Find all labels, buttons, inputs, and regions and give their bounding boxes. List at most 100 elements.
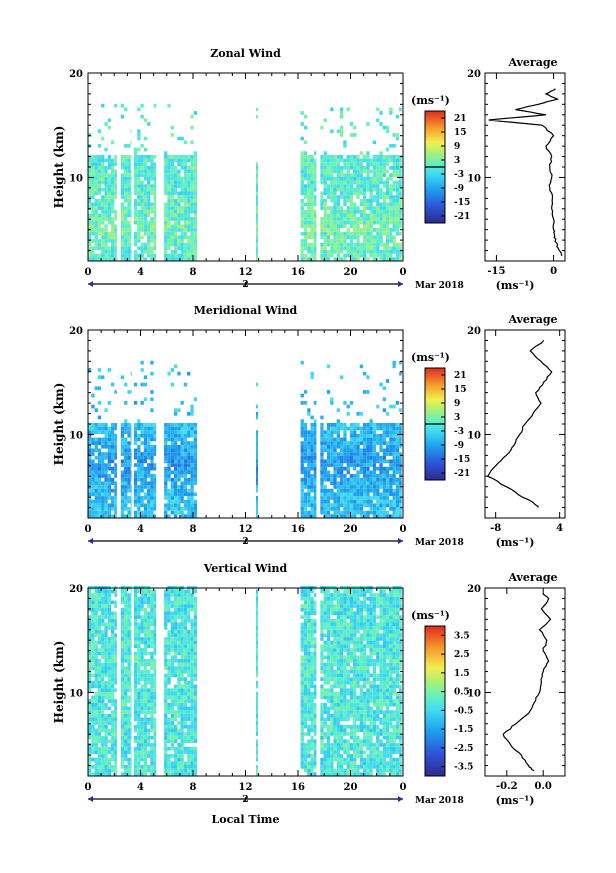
heatmap-cell [323, 169, 327, 174]
heatmap-cell [183, 492, 188, 497]
heatmap-cell [97, 239, 102, 243]
heatmap-cell [101, 246, 105, 251]
heatmap-cell [256, 206, 258, 210]
heatmap-cell [372, 481, 377, 486]
heatmap-cell [389, 231, 393, 236]
heatmap-cell [88, 655, 92, 660]
heatmap-cell [114, 604, 117, 608]
heatmap-cell [150, 485, 154, 489]
heatmap-cell [379, 228, 383, 232]
heatmap-cell [120, 463, 125, 467]
heatmap-cell [395, 209, 400, 214]
heatmap-cell [127, 659, 131, 663]
heatmap-cell [183, 507, 188, 511]
heatmap-cell [143, 228, 148, 232]
heatmap-cell [94, 173, 98, 177]
heatmap-cell [137, 626, 141, 630]
heatmap-cell [190, 195, 194, 199]
heatmap-cell [111, 637, 115, 641]
heatmap-cell [101, 250, 105, 254]
heatmap-cell [346, 220, 350, 225]
heatmap-cell [170, 191, 174, 196]
heatmap-cell [382, 213, 386, 218]
heatmap-cell [170, 507, 174, 511]
heatmap-cell [389, 477, 393, 482]
heatmap-cell [130, 371, 132, 376]
heatmap-cell [111, 702, 115, 707]
heatmap-cell [153, 155, 157, 159]
heatmap-cell [140, 202, 144, 207]
heatmap-cell [124, 772, 128, 776]
heatmap-cell [180, 217, 184, 221]
heatmap-cell [363, 444, 367, 449]
heatmap-cell [174, 433, 178, 438]
heatmap-cell [170, 426, 174, 431]
heatmap-cell [140, 651, 144, 656]
heatmap-cell [183, 250, 188, 254]
heatmap-cell [130, 699, 132, 703]
heatmap-cell [130, 162, 132, 166]
heatmap-cell [143, 187, 148, 192]
heatmap-cell [130, 246, 132, 251]
heatmap-cell [174, 235, 178, 240]
heatmap-cell [180, 514, 184, 518]
heatmap-cell [140, 158, 144, 163]
heatmap-cell [127, 626, 131, 630]
heatmap-cell [323, 253, 327, 258]
heatmap-cell [183, 629, 188, 634]
heatmap-cell [153, 739, 157, 744]
heatmap-cell [303, 213, 308, 218]
heatmap-cell [346, 496, 350, 500]
heatmap-cell [124, 191, 128, 196]
heatmap-cell [147, 739, 151, 744]
heatmap-cell [153, 180, 157, 185]
heatmap-cell [256, 470, 258, 475]
heatmap-cell [385, 503, 390, 508]
heatmap-cell [310, 452, 314, 456]
heatmap-cell [174, 173, 178, 177]
heatmap-cell [104, 184, 108, 188]
heatmap-cell [395, 433, 400, 438]
heatmap-cell [101, 470, 105, 475]
heatmap-cell [130, 662, 132, 667]
heatmap-cell [107, 195, 111, 199]
heatmap-cell [385, 379, 390, 383]
heatmap-cell [143, 242, 148, 247]
heatmap-cell [323, 499, 327, 504]
heatmap-cell [150, 765, 154, 769]
heatmap-cell [180, 242, 184, 247]
heatmap-cell [353, 173, 357, 177]
heatmap-cell [107, 191, 111, 196]
heatmap-cell [127, 441, 131, 445]
heatmap-cell [167, 437, 171, 442]
heatmap-cell [104, 607, 108, 612]
heatmap-cell [300, 488, 304, 493]
heatmap-cell [120, 184, 125, 188]
heatmap-cell [150, 246, 154, 251]
heatmap-cell [124, 470, 128, 475]
heatmap-cell [349, 133, 354, 137]
heatmap-cell [130, 615, 132, 619]
heatmap-cell [313, 485, 317, 489]
heatmap-cell [164, 220, 168, 225]
heatmap-cell [140, 684, 144, 689]
heatmap-cell [104, 754, 108, 758]
heatmap-cell [97, 622, 102, 627]
heatmap-cell [94, 507, 98, 511]
heatmap-cell [183, 746, 188, 751]
heatmap-cell [190, 757, 194, 762]
heatmap-cell [111, 228, 115, 232]
heatmap-cell [180, 765, 184, 769]
heatmap-cell [91, 195, 95, 199]
heatmap-cell [94, 224, 98, 229]
heatmap-cell [88, 644, 92, 649]
heatmap-cell [392, 441, 396, 445]
heatmap-cell [91, 224, 95, 229]
heatmap-cell [323, 166, 327, 170]
heatmap-cell [127, 629, 131, 634]
heatmap-cell [120, 677, 125, 681]
heatmap-cell [177, 220, 181, 225]
heatmap-cell [303, 426, 308, 431]
heatmap-cell [193, 166, 197, 170]
heatmap-cell [330, 514, 334, 518]
